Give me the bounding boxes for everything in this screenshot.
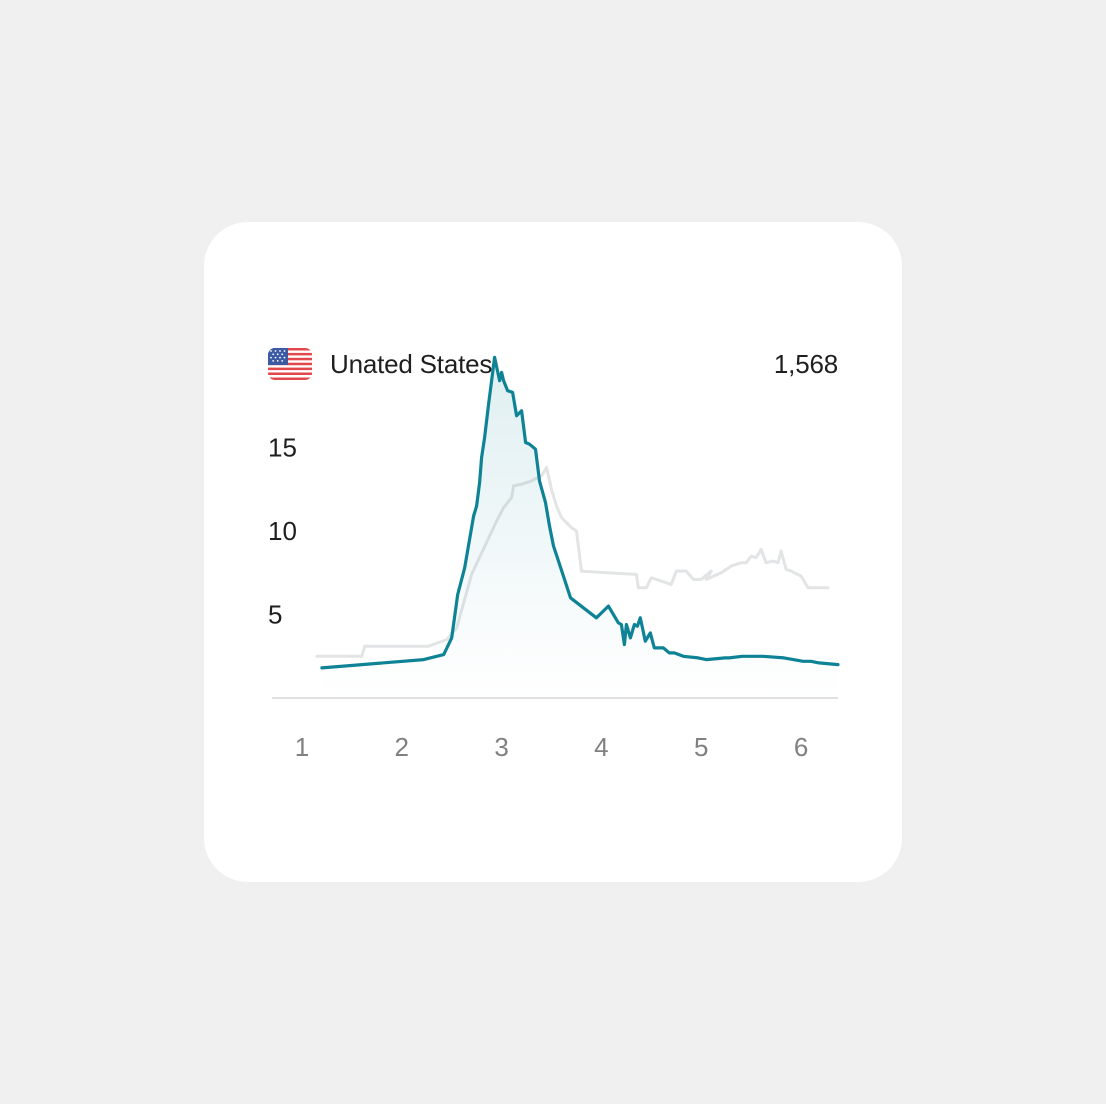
y-tick-label: 5 <box>268 600 282 630</box>
card-header: Unated States 1,568 <box>268 344 838 384</box>
y-tick-label: 10 <box>268 516 297 546</box>
primary-series-line <box>320 355 840 670</box>
x-tick-label: 6 <box>794 732 808 762</box>
x-tick-label: 2 <box>395 732 409 762</box>
line-chart: 5 10 15 1 2 3 4 5 6 <box>268 355 840 762</box>
country-name: Unated States <box>330 348 493 379</box>
us-flag-icon <box>268 348 312 380</box>
x-tick-label: 4 <box>594 732 608 762</box>
x-tick-label: 3 <box>494 732 508 762</box>
x-tick-label: 1 <box>295 732 309 762</box>
y-tick-label: 15 <box>268 433 297 463</box>
country-card: Unated States 1,568 5 10 15 1 2 3 4 5 6 <box>204 222 902 882</box>
x-tick-label: 5 <box>694 732 708 762</box>
country-total: 1,568 <box>773 348 838 379</box>
